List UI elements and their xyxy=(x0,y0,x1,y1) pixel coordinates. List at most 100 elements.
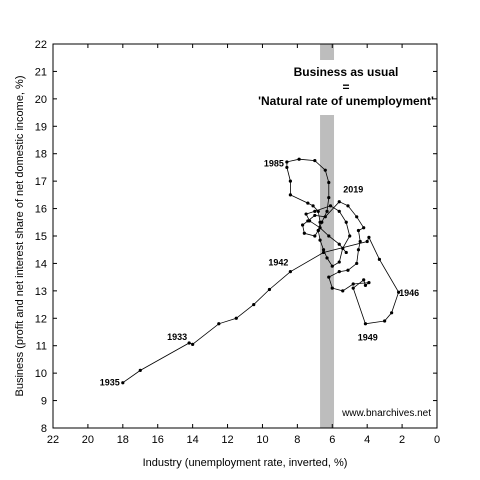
x-tick-label: 8 xyxy=(294,434,300,446)
y-tick-label: 11 xyxy=(36,341,47,353)
y-tick-label: 10 xyxy=(35,368,47,380)
x-tick-label: 4 xyxy=(364,434,370,446)
y-tick-label: 18 xyxy=(35,149,47,161)
y-tick-label: 22 xyxy=(35,39,47,51)
data-point xyxy=(363,283,368,287)
data-point xyxy=(187,341,191,345)
x-tick-label: 18 xyxy=(117,434,129,446)
data-point xyxy=(320,220,324,224)
data-point xyxy=(321,250,326,255)
data-point xyxy=(330,286,334,290)
data-point xyxy=(341,289,345,293)
y-tick-label: 9 xyxy=(41,396,47,408)
data-point xyxy=(356,248,361,252)
data-point xyxy=(348,234,352,238)
x-tick-label: 2 xyxy=(399,434,405,446)
data-point xyxy=(323,215,327,219)
year-label: 1946 xyxy=(399,288,419,298)
annotation-line: = xyxy=(342,80,349,94)
data-point xyxy=(367,281,371,285)
data-point xyxy=(390,311,394,315)
y-tick-label: 20 xyxy=(35,94,47,106)
year-label: 1985 xyxy=(264,159,284,169)
y-tick-label: 8 xyxy=(41,423,47,435)
data-point xyxy=(337,200,341,204)
y-tick-label: 15 xyxy=(35,231,47,243)
data-point xyxy=(323,168,327,172)
annotation-background xyxy=(268,60,428,115)
year-label: 1933 xyxy=(167,332,187,342)
year-label: 1935 xyxy=(100,378,120,388)
data-point xyxy=(351,282,355,286)
data-point xyxy=(327,275,331,279)
y-tick-label: 13 xyxy=(35,286,47,298)
data-point xyxy=(330,264,334,268)
data-point xyxy=(344,220,348,224)
data-point xyxy=(383,319,387,323)
year-label: 1949 xyxy=(358,333,378,343)
series-layer xyxy=(121,157,401,385)
data-point xyxy=(318,226,322,230)
data-point xyxy=(337,209,341,213)
data-point xyxy=(344,250,348,255)
x-tick-label: 22 xyxy=(47,434,59,446)
data-point xyxy=(313,213,317,218)
x-tick-label: 14 xyxy=(187,434,199,446)
axis-layer: 22 20 18 16 14 12 10 8 6 4 2 0891011121314151617181… xyxy=(35,39,440,446)
data-point xyxy=(365,239,369,244)
y-tick-label: 12 xyxy=(35,313,47,325)
data-point xyxy=(285,165,289,170)
x-tick-label: 10 xyxy=(256,434,268,446)
x-tick-label: 12 xyxy=(221,434,233,446)
data-point xyxy=(313,234,317,238)
data-point xyxy=(302,231,306,235)
y-tick-label: 14 xyxy=(35,258,47,270)
data-point xyxy=(285,160,289,164)
year-label: 2019 xyxy=(343,185,363,195)
data-point xyxy=(328,204,333,208)
data-point xyxy=(267,287,272,292)
data-point xyxy=(362,226,366,230)
data-point xyxy=(337,270,341,274)
data-point xyxy=(327,196,331,200)
data-point xyxy=(288,270,292,274)
data-point xyxy=(355,261,359,266)
data-point xyxy=(307,219,312,223)
data-point xyxy=(311,204,315,208)
data-point xyxy=(318,238,322,242)
annotation-line: Business as usual xyxy=(294,65,399,79)
x-tick-label: 16 xyxy=(152,434,164,446)
data-point xyxy=(355,215,359,219)
data-point xyxy=(341,246,345,250)
data-point xyxy=(304,212,308,216)
annotation-line: 'Natural rate of unemployment' xyxy=(258,94,434,108)
band-layer xyxy=(320,44,335,428)
year-label: 1942 xyxy=(268,257,288,267)
data-point xyxy=(346,204,350,208)
annotation-layer: Business as usual='Natural rate of unemp… xyxy=(258,60,434,115)
y-tick-label: 19 xyxy=(35,121,47,133)
data-point xyxy=(288,179,292,183)
data-point xyxy=(325,256,329,260)
data-point xyxy=(362,278,366,282)
data-point xyxy=(351,286,355,290)
data-point xyxy=(288,193,292,197)
data-point xyxy=(363,322,368,326)
data-point xyxy=(325,209,329,213)
data-point xyxy=(337,260,341,264)
data-point xyxy=(316,228,320,233)
data-point xyxy=(337,242,341,246)
data-point xyxy=(121,381,125,385)
x-axis-title: Industry (unemployment rate, inverted, %… xyxy=(143,457,348,469)
data-point xyxy=(397,290,401,294)
data-point xyxy=(234,316,238,320)
data-point xyxy=(301,223,305,227)
data-point xyxy=(367,235,371,239)
x-tick-label: 20 xyxy=(82,434,94,446)
y-tick-label: 17 xyxy=(35,176,47,188)
x-tick-label: 0 xyxy=(434,434,440,446)
data-point xyxy=(191,342,195,346)
natural-rate-band xyxy=(320,44,335,428)
y-tick-label: 21 xyxy=(35,66,47,78)
